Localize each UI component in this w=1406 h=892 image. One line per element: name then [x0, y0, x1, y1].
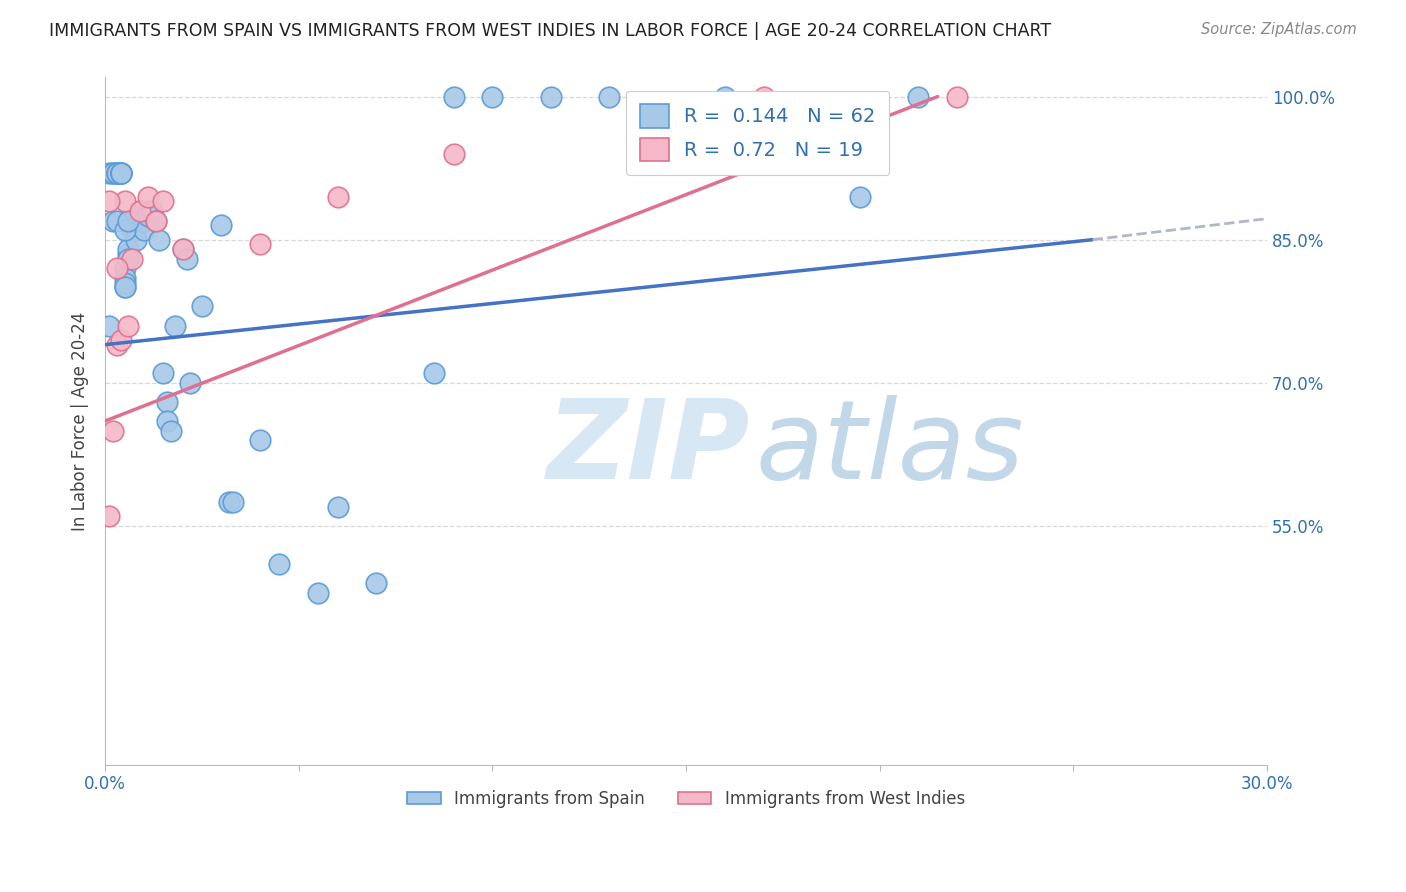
Point: [98, 194, 121, 209]
Point: [98, 166, 121, 180]
Point: [209, 219, 232, 233]
Point: [176, 252, 198, 266]
Y-axis label: In Labor Force | Age 20-24: In Labor Force | Age 20-24: [72, 311, 89, 531]
Point: [540, 89, 562, 103]
Point: [129, 204, 152, 219]
Point: [156, 414, 179, 428]
Point: [117, 242, 139, 256]
Text: IMMIGRANTS FROM SPAIN VS IMMIGRANTS FROM WEST INDIES IN LABOR FORCE | AGE 20-24 : IMMIGRANTS FROM SPAIN VS IMMIGRANTS FROM…: [49, 22, 1052, 40]
Point: [117, 247, 139, 261]
Point: [101, 166, 124, 180]
Point: [110, 333, 132, 347]
Point: [114, 223, 136, 237]
Point: [136, 190, 159, 204]
Point: [129, 204, 152, 219]
Point: [114, 280, 136, 294]
Point: [105, 337, 128, 351]
Point: [172, 242, 194, 256]
Point: [152, 366, 174, 380]
Point: [148, 233, 170, 247]
Point: [481, 89, 503, 103]
Point: [125, 233, 148, 247]
Point: [110, 166, 132, 180]
Point: [443, 89, 465, 103]
Point: [152, 194, 174, 209]
Point: [752, 89, 775, 103]
Point: [326, 500, 349, 514]
Point: [105, 166, 128, 180]
Text: ZIP: ZIP: [547, 395, 751, 502]
Point: [114, 280, 136, 294]
Point: [307, 586, 329, 600]
Point: [98, 318, 121, 333]
Point: [218, 495, 240, 509]
Point: [129, 213, 152, 227]
Point: [713, 89, 735, 103]
Point: [110, 166, 132, 180]
Point: [110, 166, 132, 180]
Point: [443, 146, 465, 161]
Point: [179, 376, 201, 390]
Point: [105, 166, 128, 180]
Point: [163, 318, 186, 333]
Point: [366, 576, 388, 591]
Point: [125, 223, 148, 237]
Point: [172, 242, 194, 256]
Point: [598, 89, 620, 103]
Point: [105, 213, 128, 227]
Point: [114, 261, 136, 276]
Point: [249, 433, 271, 447]
Point: [121, 213, 143, 227]
Point: [114, 194, 136, 209]
Point: [810, 132, 832, 146]
Point: [249, 237, 271, 252]
Point: [136, 204, 159, 219]
Point: [269, 557, 291, 571]
Point: [101, 166, 124, 180]
Point: [110, 166, 132, 180]
Point: [117, 252, 139, 266]
Point: [132, 223, 155, 237]
Point: [191, 300, 214, 314]
Point: [117, 213, 139, 227]
Point: [114, 276, 136, 290]
Point: [145, 213, 167, 227]
Point: [907, 89, 929, 103]
Point: [105, 166, 128, 180]
Legend: Immigrants from Spain, Immigrants from West Indies: Immigrants from Spain, Immigrants from W…: [401, 783, 972, 814]
Point: [222, 495, 245, 509]
Point: [145, 213, 167, 227]
Point: [121, 223, 143, 237]
Point: [117, 318, 139, 333]
Point: [105, 261, 128, 276]
Point: [101, 213, 124, 227]
Point: [849, 190, 872, 204]
Point: [121, 252, 143, 266]
Point: [141, 204, 163, 219]
Text: atlas: atlas: [756, 395, 1025, 502]
Point: [160, 424, 183, 438]
Point: [156, 395, 179, 409]
Point: [326, 190, 349, 204]
Point: [946, 89, 969, 103]
Point: [101, 424, 124, 438]
Point: [114, 270, 136, 285]
Point: [98, 509, 121, 524]
Text: Source: ZipAtlas.com: Source: ZipAtlas.com: [1201, 22, 1357, 37]
Point: [132, 213, 155, 227]
Point: [136, 209, 159, 223]
Point: [423, 366, 446, 380]
